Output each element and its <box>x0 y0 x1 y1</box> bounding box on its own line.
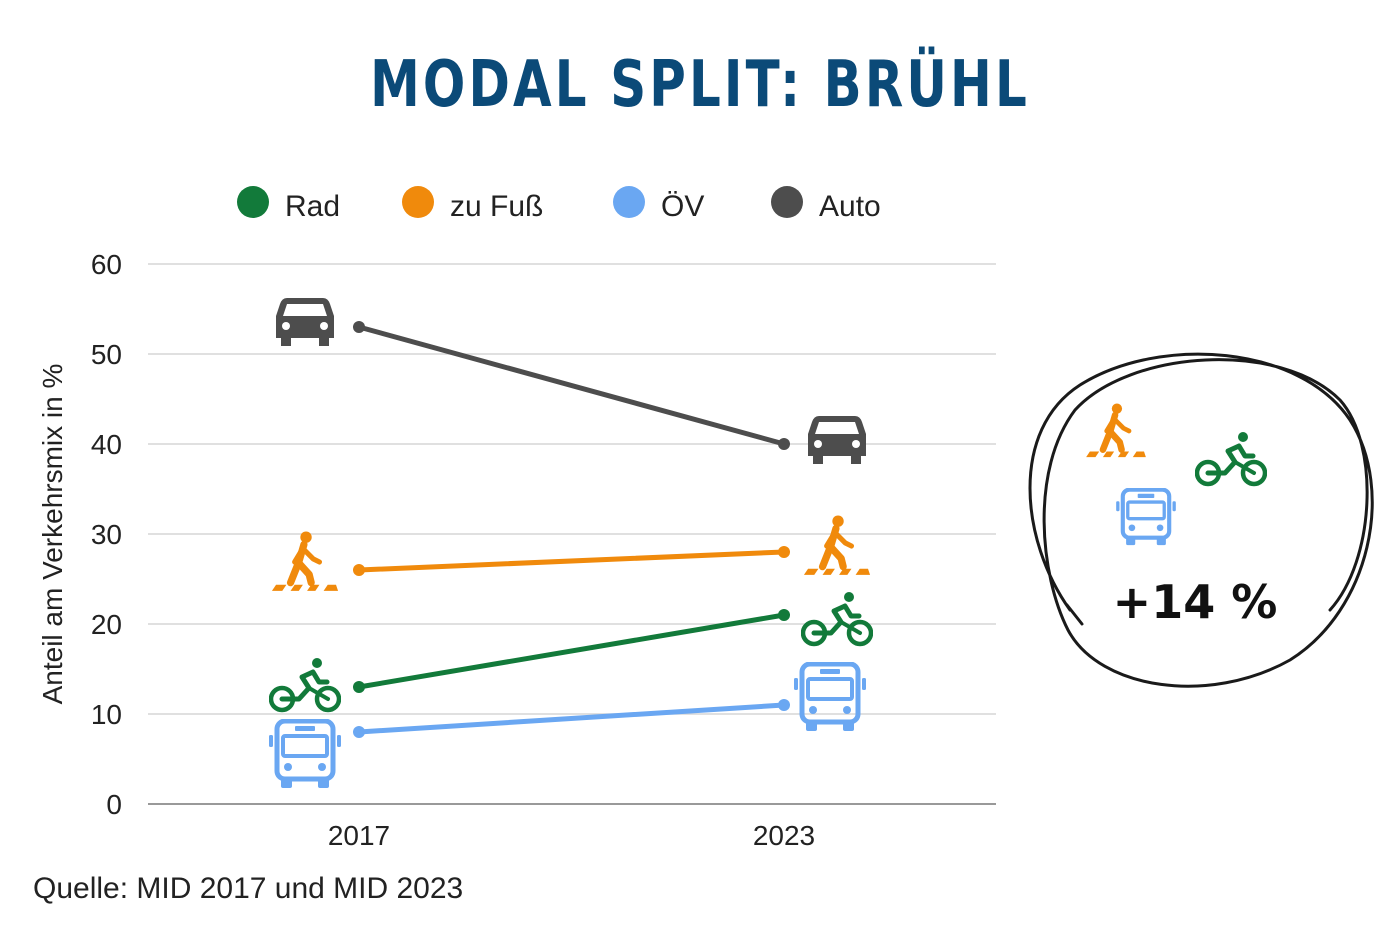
car-icon <box>808 416 866 464</box>
x-tick-label: 2023 <box>753 820 815 851</box>
x-tick-label: 2017 <box>328 820 390 851</box>
legend-marker <box>613 186 645 218</box>
data-point <box>778 609 790 621</box>
series-line <box>356 612 787 690</box>
bus-icon <box>1116 490 1176 546</box>
y-axis-label: Anteil am Verkehrsmix in % <box>37 364 68 705</box>
pedestrian-icon <box>1086 403 1146 457</box>
series-line <box>356 549 787 573</box>
chart-legend: Rad zu Fuß ÖV Auto <box>237 186 881 223</box>
chart-series <box>353 321 790 738</box>
data-point <box>353 321 365 333</box>
legend-label: ÖV <box>661 190 704 223</box>
legend-marker <box>402 186 434 218</box>
data-point <box>353 564 365 576</box>
legend-marker <box>237 186 269 218</box>
legend-marker <box>771 186 803 218</box>
data-point <box>353 681 365 693</box>
pedestrian-icon <box>272 532 338 591</box>
x-axis: 2017 2023 <box>328 820 815 851</box>
source-note: Quelle: MID 2017 und MID 2023 <box>33 872 464 905</box>
bus-icon <box>269 721 341 788</box>
bus-icon <box>794 664 866 731</box>
chart-title: MODAL SPLIT: BRÜHL <box>370 48 1030 122</box>
series-line <box>356 702 787 735</box>
bicycle-icon <box>803 592 871 644</box>
legend-label: zu Fuß <box>450 190 543 223</box>
annotation-circle-group: +14 % <box>1028 352 1374 688</box>
y-tick-label: 20 <box>91 609 122 640</box>
y-tick-label: 30 <box>91 519 122 550</box>
legend-label: Rad <box>285 190 340 223</box>
y-tick-label: 10 <box>91 699 122 730</box>
chart-grid <box>148 263 996 805</box>
y-tick-label: 50 <box>91 339 122 370</box>
legend-label: Auto <box>819 190 881 223</box>
data-point <box>778 699 790 711</box>
series-line <box>356 324 787 447</box>
bicycle-icon <box>1197 432 1265 484</box>
data-point <box>778 546 790 558</box>
y-tick-label: 40 <box>91 429 122 460</box>
car-icon <box>276 298 334 346</box>
y-axis: 0 10 20 30 40 50 60 Anteil am Verkehrsmix in % <box>37 249 122 820</box>
y-tick-label: 60 <box>91 249 122 280</box>
bicycle-icon <box>271 658 339 710</box>
pedestrian-icon <box>804 516 870 575</box>
annotation-text: +14 % <box>1113 575 1278 629</box>
data-point <box>778 438 790 450</box>
annotation-scribble <box>1028 352 1374 688</box>
y-tick-label: 0 <box>106 789 122 820</box>
data-point <box>353 726 365 738</box>
